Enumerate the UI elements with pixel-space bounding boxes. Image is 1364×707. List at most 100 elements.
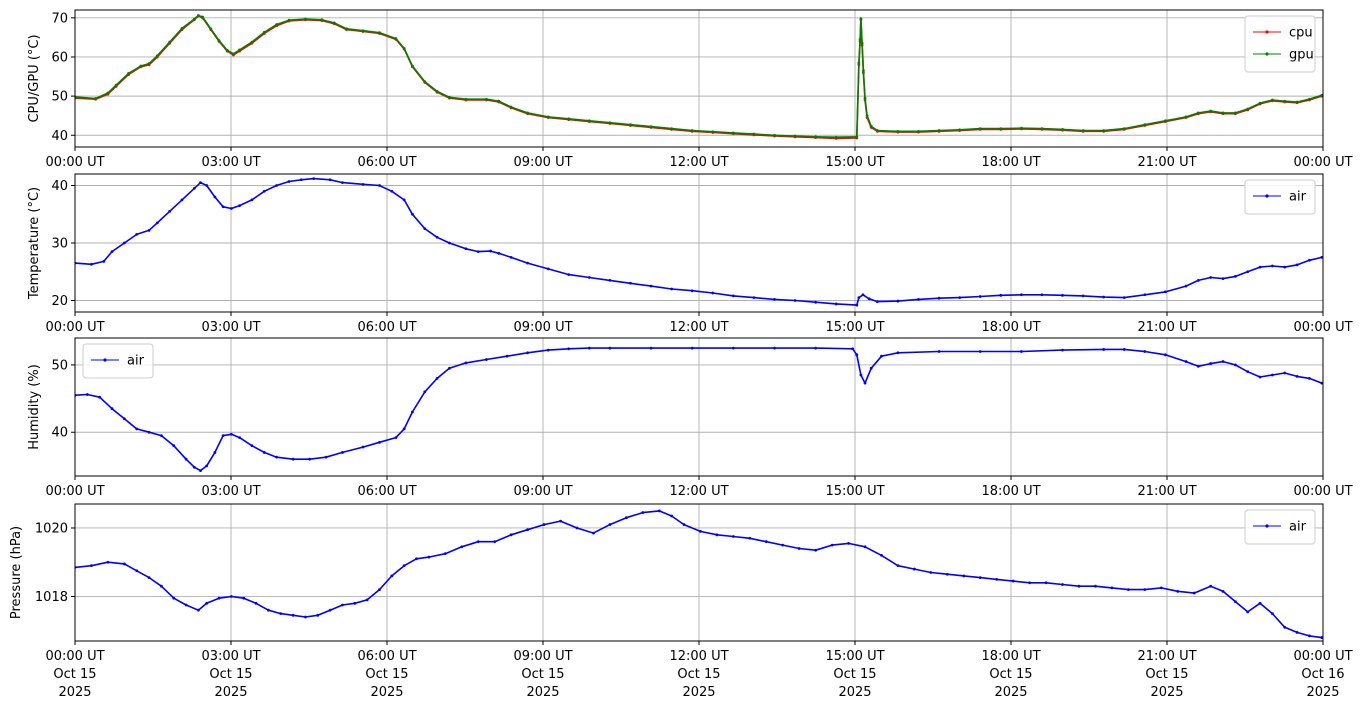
data-point [690,346,694,350]
y-axis-label: Pressure (hPa) [9,526,24,619]
data-point [250,444,254,448]
data-point [995,577,999,581]
data-point [1126,588,1130,592]
data-point [1221,589,1225,593]
data-point [1246,270,1250,274]
data-point [275,184,279,187]
data-point [978,295,982,298]
data-point [423,227,427,231]
data-point [567,117,571,121]
data-point [299,178,303,182]
data-point [341,603,344,607]
series-line-air [75,347,1323,472]
data-point [1028,581,1032,585]
data-point [493,540,497,544]
data-point [641,511,645,514]
data-point [797,547,801,550]
data-point [361,182,365,186]
data-point [291,457,295,461]
data-point [254,601,258,605]
data-point [509,255,513,259]
data-point [423,390,427,394]
data-point [229,432,233,436]
data-point [978,127,982,131]
data-point [1295,374,1299,378]
data-point [402,564,406,568]
legend: air [82,343,154,379]
x-tick-label: 00:00 UT [45,649,104,664]
x-tick-label: 00:00 UT [1293,649,1352,664]
data-point [629,123,632,127]
x-tick-label: 12:00 UT [669,320,728,335]
data-point [670,127,674,131]
data-point [275,23,279,26]
data-point [250,40,254,44]
data-point [448,241,451,245]
data-point [238,204,241,208]
data-point [361,29,365,33]
data-point [201,15,204,19]
data-point [814,346,818,350]
x-tick-label: 18:00 UT [981,484,1040,499]
x-tick-year-label: 2025 [370,685,403,700]
data-point [649,125,653,129]
data-point [1061,348,1064,352]
x-tick-label: 12:00 UT [669,155,728,170]
data-point [1209,109,1213,113]
data-point [1122,348,1126,351]
y-tick-label: 1018 [35,590,68,605]
data-point [180,26,184,30]
data-point [896,129,900,133]
data-point [411,64,414,68]
data-point [1270,98,1274,102]
data-point [999,293,1003,297]
data-point [1246,610,1250,614]
data-point [937,350,941,353]
data-point [847,541,850,545]
data-point [859,17,863,21]
data-point [834,302,838,306]
data-point [863,96,867,100]
x-tick-label: 00:00 UT [1293,484,1352,499]
data-point [85,393,89,396]
legend-box [1244,179,1316,215]
data-point [945,572,949,576]
data-point [402,46,406,50]
series-air [75,509,1323,639]
data-point [1270,264,1274,268]
data-point [1176,589,1180,593]
x-tick-label: 15:00 UT [825,155,884,170]
data-point [1143,350,1147,353]
data-point [567,273,571,277]
data-point [526,111,530,115]
data-point [896,564,900,568]
data-point [1192,591,1196,595]
data-point [896,351,900,355]
data-point [155,221,159,225]
data-point [110,407,114,411]
data-point [1196,278,1200,282]
series-cpu [75,14,1323,140]
data-point [875,129,879,132]
data-point [567,347,571,351]
data-point [192,465,196,469]
data-point [1209,362,1213,365]
data-point [670,287,674,291]
data-point [587,276,591,279]
data-point [476,250,480,254]
x-tick-date-label: Oct 16 [1301,667,1344,682]
data-point [1061,293,1064,297]
data-point [1159,586,1163,590]
data-point [858,37,862,41]
data-point [184,457,188,461]
data-point [863,545,867,549]
data-point [1019,293,1023,297]
data-point [1221,360,1225,363]
data-point [1295,100,1299,104]
data-point [328,608,332,612]
data-point [435,90,439,93]
data-point [834,135,838,139]
data-point [861,293,865,297]
data-point [1283,625,1287,629]
y-axis-label: Temperature (°C) [27,187,42,300]
